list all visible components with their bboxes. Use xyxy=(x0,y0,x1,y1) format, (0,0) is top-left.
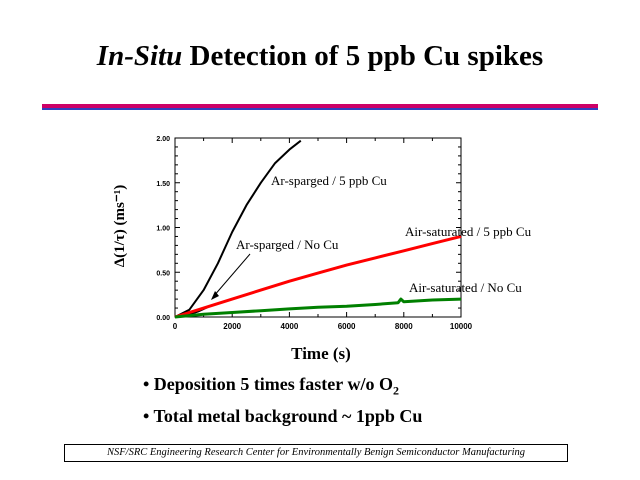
y-tick-label: 0.50 xyxy=(156,270,170,277)
x-tick-label: 0 xyxy=(173,322,178,331)
slide-title-rest: Detection of 5 ppb Cu spikes xyxy=(182,40,544,72)
chart-labels: Time (s) Δ(1/τ) (ms⁻¹) Ar-sparged / 5 ppb … xyxy=(112,173,532,363)
series-annotation: Ar-sparged / 5 ppb Cu xyxy=(271,173,387,188)
series-annotation: Air-saturated / 5 ppb Cu xyxy=(405,224,532,239)
y-tick-label: 1.50 xyxy=(156,181,170,188)
footer-credit: NSF/SRC Engineering Research Center for … xyxy=(64,444,568,462)
annotation-arrowhead xyxy=(211,291,219,300)
x-tick-label: 8000 xyxy=(395,322,413,331)
bullet-subscript: 2 xyxy=(392,383,399,398)
chart: 0 2000 4000 6000 8000 10000 0.00 0.50 1.00 1.50 2.… xyxy=(112,136,532,363)
y-tick-label: 1.00 xyxy=(156,226,170,233)
x-tick-label: 10000 xyxy=(450,322,473,331)
x-tick-label: 4000 xyxy=(281,322,299,331)
chart-ticks: 0 2000 4000 6000 8000 10000 0.00 0.50 1.00 1.50 2.… xyxy=(156,136,472,331)
x-tick-label: 6000 xyxy=(338,322,356,331)
x-tick-label: 2000 xyxy=(223,322,241,331)
slide-title: In-Situ Detection of 5 ppb Cu spikes xyxy=(0,40,640,73)
series-line xyxy=(174,234,462,319)
bullet-text: • Deposition 5 times faster w/o O xyxy=(143,374,393,394)
bullet-item: • Total metal background ~ 1ppb Cu xyxy=(143,404,422,429)
bullet-item: • Deposition 5 times faster w/o O2 xyxy=(143,372,422,404)
x-axis-label: Time (s) xyxy=(291,344,351,363)
series-annotation: Air-saturated / No Cu xyxy=(409,280,522,295)
slide-title-italic: In-Situ xyxy=(96,40,183,72)
title-rule xyxy=(42,104,598,110)
series-line xyxy=(174,139,302,318)
y-tick-label: 0.00 xyxy=(156,315,170,322)
series-annotation: Ar-sparged / No Cu xyxy=(236,237,339,252)
y-axis-label: Δ(1/τ) (ms⁻¹) xyxy=(112,185,128,267)
bullet-list: • Deposition 5 times faster w/o O2 • Tot… xyxy=(143,372,422,429)
chart-series xyxy=(174,139,462,319)
y-tick-label: 2.00 xyxy=(156,136,170,143)
bullet-text: • Total metal background ~ 1ppb Cu xyxy=(143,405,423,426)
annotation-arrow xyxy=(212,253,251,298)
series-line xyxy=(174,297,462,319)
